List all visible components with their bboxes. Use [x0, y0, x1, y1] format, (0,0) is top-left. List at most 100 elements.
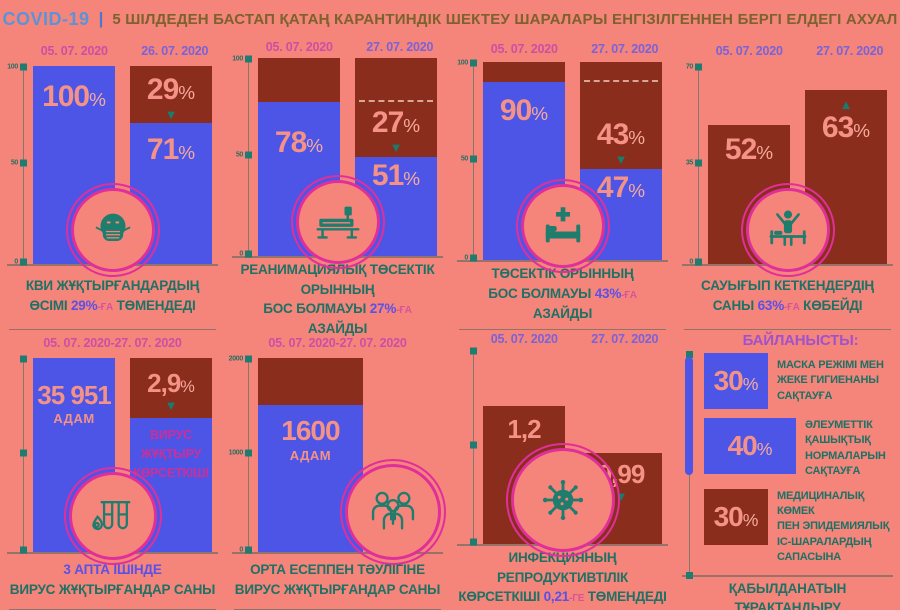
bar-value: 51%	[371, 158, 421, 192]
factors-chart: 30% МАСКА РЕЖІМІ МЕН ЖЕКЕ ГИГИЕНАНЫ САҚТАУ…	[682, 349, 893, 579]
factor-label: МАСКА РЕЖІМІ МЕН ЖЕКЕ ГИГИЕНАНЫ САҚТАУҒА	[777, 358, 884, 402]
bars: 100% 29% ▼ 71%	[33, 66, 212, 264]
decrease-arrow-icon: ▼	[164, 398, 178, 413]
tick-marker	[245, 151, 252, 159]
factor-row: 30% МАСКА РЕЖІМІ МЕН ЖЕКЕ ГИГИЕНАНЫ САҚТАУ…	[704, 353, 893, 409]
date-range: 05. 07. 2020-27. 07. 2020	[43, 336, 182, 350]
tick-marker	[20, 63, 27, 71]
bars: 35 951 АДАМ 2,9% ▼ ВИРУС ЖҰҚТЫРУ КӨРСЕТКІШ…	[33, 358, 212, 552]
date-after: 27. 07. 2020	[366, 40, 434, 54]
panel-caption: 3 АПТА ІШІНДЕ ВИРУС ЖҰҚТЫРҒАНДАР САНЫ	[9, 561, 216, 597]
bar-value: 43%	[596, 117, 646, 151]
factors-heading: БАЙЛАНЫСТЫ:	[742, 332, 859, 349]
tick-marker	[20, 159, 27, 167]
y-axis: 100 50 0	[232, 54, 252, 258]
panel-infected-growth: 05. 07. 2020 26. 07. 2020 100 50 0 100%	[0, 38, 225, 330]
recovered-chart: 70 35 0 52% ▲ 63%	[682, 62, 893, 277]
recovered-person-icon	[740, 183, 835, 277]
decrease-arrow-icon: ▼	[164, 107, 178, 122]
factor-row: 40% ӘЛЕУМЕТТІК ҚАШЫҚТЫҚ НОРМАЛАРЫН САҚТАУ…	[704, 418, 893, 480]
bar-value: 2,9%	[147, 368, 195, 398]
date-before: 05. 07. 2020	[715, 44, 783, 58]
factor-bar: 40%	[704, 418, 796, 474]
y-axis	[7, 354, 27, 554]
date-row: 05. 07. 2020 27. 07. 2020	[457, 332, 668, 346]
date-row: 05. 07. 2020-27. 07. 2020	[232, 332, 443, 354]
panel-stabilization-factors: БАЙЛАНЫСТЫ: 30% МАСКА РЕЖІМІ МЕН ЖЕКЕ ГИГ…	[675, 330, 900, 610]
bar-value: 100%	[42, 80, 106, 113]
row-separator	[9, 329, 216, 330]
tick-marker	[470, 254, 477, 262]
panel-infected-3weeks: 05. 07. 2020-27. 07. 2020 35 951 АДАМ	[0, 330, 225, 610]
date-row: 05. 07. 2020-27. 07. 2020	[7, 332, 218, 354]
tick-marker	[686, 351, 693, 358]
bar-value: 1600	[281, 414, 340, 446]
tick-marker	[245, 355, 252, 363]
date-before: 05. 07. 2020	[40, 44, 108, 58]
date-after: 26. 07. 2020	[141, 44, 209, 58]
tick-marker	[695, 258, 702, 266]
date-range: 05. 07. 2020-27. 07. 2020	[268, 336, 407, 350]
tick-marker	[470, 59, 477, 67]
factor-row: 30% МЕДИЦИНАЛЫҚ КӨМЕК ПЕН ЭПИДЕМИЯЛЫҚ ІС-Ш…	[704, 488, 893, 566]
factor-label: ӘЛЕУМЕТТІК ҚАШЫҚТЫҚ НОРМАЛАРЫН САҚТАУҒА	[805, 419, 886, 478]
tick-marker	[245, 55, 252, 63]
panel-caption: КВИ ЖҰҚТЫРҒАНДАРДЫҢ ӨСІМІ 29%-ҒА ТӨМЕНДЕ…	[25, 277, 200, 313]
y-axis: 2000 1000 0	[229, 354, 252, 554]
bar-after: 27% ▼ 51%	[355, 58, 437, 256]
tick-marker	[245, 546, 252, 554]
virus-icon	[505, 443, 620, 557]
infected-3weeks-chart: 35 951 АДАМ 2,9% ▼ ВИРУС ЖҰҚТЫРУ КӨРСЕТКІШ…	[7, 354, 218, 565]
row-separator	[459, 329, 666, 330]
bar-value: 90%	[499, 94, 549, 128]
axis-accent-line	[685, 357, 693, 475]
unit-label: АДАМ	[289, 447, 332, 463]
y-axis: 100 50 0	[457, 58, 477, 262]
decrease-arrow-icon: ▼	[614, 488, 628, 504]
bar-value: 29%	[146, 73, 196, 106]
bar-value: 52%	[724, 133, 774, 167]
panel-daily-average: 05. 07. 2020-27. 07. 2020 2000 1000 0 16…	[225, 330, 450, 610]
bar-after: 29% ▼ 71%	[130, 66, 212, 264]
date-after: 27. 07. 2020	[591, 42, 659, 57]
bar-value: 63%	[821, 110, 871, 144]
panel-caption: РЕАНИМАЦИЯЛЫҚ ТӨСЕКТІК ОРЫННЫҢ БОС БОЛМА…	[240, 262, 435, 336]
tick-marker	[245, 449, 252, 457]
tick-marker	[20, 546, 27, 554]
page-title: 5 ШІЛДЕДЕН БАСТАП ҚАТАҢ КАРАНТИНДІК ШЕКТ…	[112, 10, 898, 28]
brand-label: COVID-19	[2, 8, 90, 29]
panel-caption: ИНФЕКЦИЯНЫҢ РЕПРОДУКТИВТІЛІК КӨРСЕТКІШІ …	[458, 550, 667, 605]
panel-recovered: 05. 07. 2020 27. 07. 2020 70 35 0 52%	[675, 38, 900, 330]
y-axis	[457, 346, 477, 546]
tick-marker	[470, 441, 477, 449]
tick-marker	[695, 63, 702, 71]
tick-marker	[20, 258, 27, 266]
infected-growth-chart: 100 50 0 100% 29% ▼	[7, 62, 218, 277]
date-before: 05. 07. 2020	[490, 332, 558, 346]
panel-bed-occupancy: 05. 07. 2020 27. 07. 2020 100 50 0 90%	[450, 38, 675, 330]
panel-caption: САУЫҒЫП КЕТКЕНДЕРДІҢ САНЫ 63%-ҒА КӨБЕЙДІ	[701, 277, 874, 313]
bar-value: 40%	[727, 430, 773, 461]
row-separator	[684, 329, 891, 330]
tick-marker	[20, 355, 27, 363]
previous-level-line	[584, 80, 658, 83]
date-row: 05. 07. 2020 27. 07. 2020	[457, 40, 668, 58]
page-header: COVID-19 | 5 ШІЛДЕДЕН БАСТАП ҚАТАҢ КАРАН…	[0, 0, 900, 38]
unit-label: АДАМ	[53, 411, 95, 426]
factor-bar: 30%	[704, 488, 768, 545]
date-after: 27. 07. 2020	[591, 332, 659, 346]
panel-reproduction-rate: 05. 07. 2020 27. 07. 2020 1,2	[450, 330, 675, 610]
masked-face-icon	[65, 183, 160, 277]
icu-bed-icon	[290, 175, 385, 269]
panel-caption: ҚАБЫЛДАНАТЫН ТҰРАҚТАНДЫРУ ШАРАЛАРЫНЫҢ ТИ…	[728, 580, 847, 610]
bar-value: 71%	[146, 133, 196, 167]
bar-rate: 2,9% ▼ ВИРУС ЖҰҚТЫРУ КӨРСЕТКІШІ	[130, 358, 212, 552]
panel-caption: ТӨСЕКТІК ОРЫННЫҢ БОС БОЛМАУЫ 43%-ҒА АЗАЙ…	[488, 266, 637, 321]
tick-marker	[695, 159, 702, 167]
bar-value: 78%	[274, 125, 324, 159]
bed-occupancy-chart: 100 50 0 90% 43% ▼	[457, 58, 668, 274]
factor-bar: 30%	[704, 353, 768, 409]
increase-arrow-icon: ▲	[839, 96, 853, 112]
date-before: 05. 07. 2020	[265, 40, 333, 54]
